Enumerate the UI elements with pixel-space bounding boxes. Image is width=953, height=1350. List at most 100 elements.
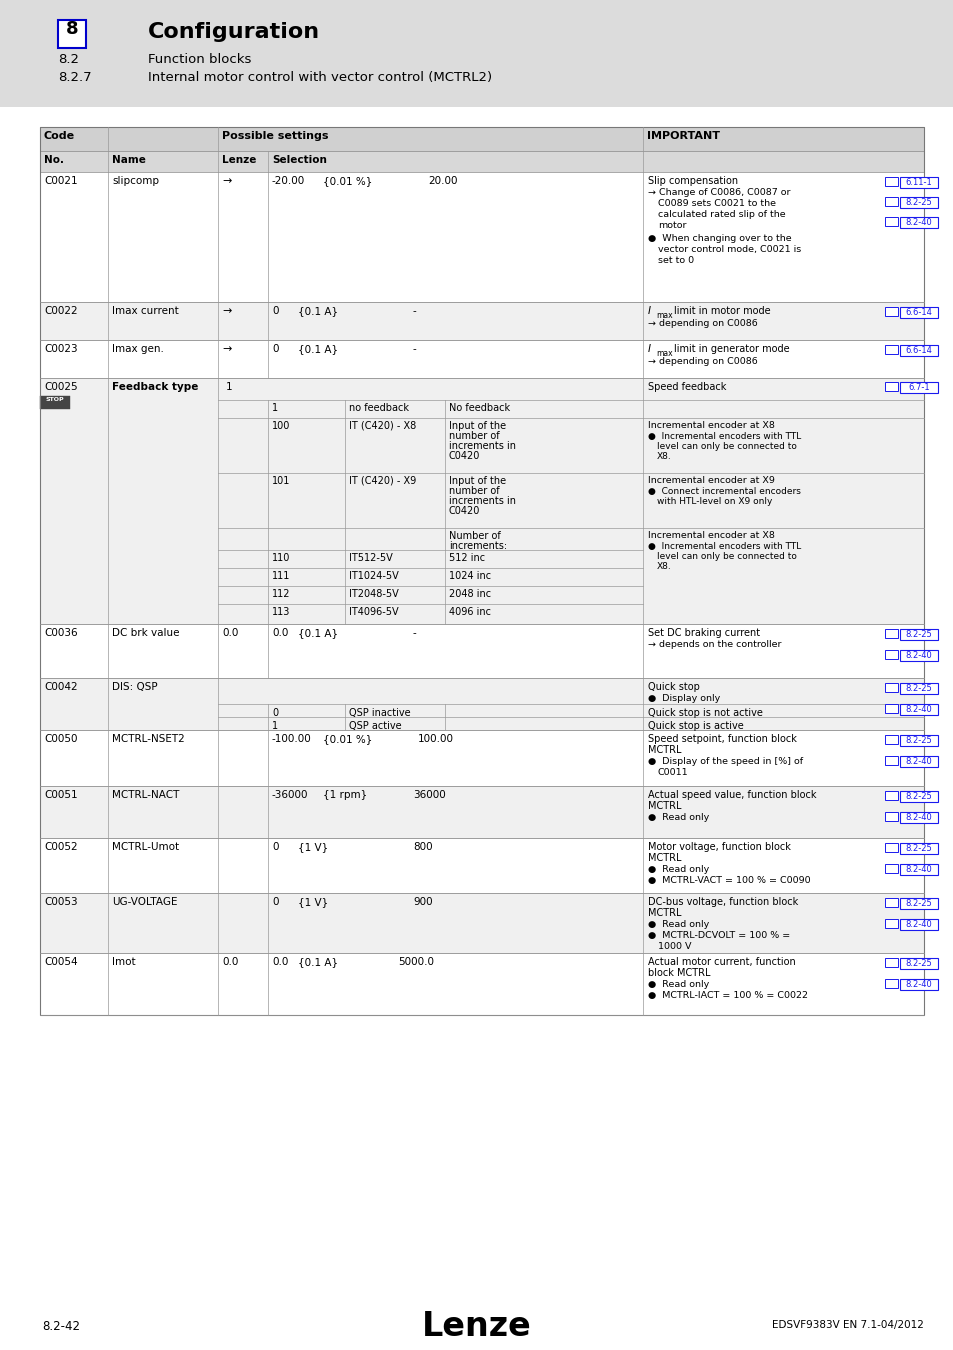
Text: No.: No. bbox=[44, 155, 64, 165]
Text: ●  MCTRL-VACT = 100 % = C0090: ● MCTRL-VACT = 100 % = C0090 bbox=[647, 876, 810, 886]
Text: MCTRL: MCTRL bbox=[647, 801, 680, 811]
Bar bbox=[899, 217, 937, 228]
Bar bbox=[899, 898, 937, 909]
Text: Speed setpoint, function block: Speed setpoint, function block bbox=[647, 734, 796, 744]
Text: 110: 110 bbox=[272, 554, 290, 563]
Bar bbox=[884, 306, 897, 316]
Text: → depending on C0086: → depending on C0086 bbox=[647, 356, 757, 366]
Text: max: max bbox=[656, 310, 672, 320]
Text: 0: 0 bbox=[272, 306, 278, 316]
Bar bbox=[899, 703, 937, 716]
Text: level can only be connected to: level can only be connected to bbox=[657, 552, 796, 562]
Bar bbox=[884, 217, 897, 225]
Text: Configuration: Configuration bbox=[148, 22, 320, 42]
Text: Code: Code bbox=[44, 131, 75, 140]
Bar bbox=[884, 734, 897, 744]
Bar bbox=[884, 346, 897, 354]
Text: 8.2: 8.2 bbox=[58, 53, 79, 66]
Bar bbox=[40, 786, 923, 838]
Bar bbox=[884, 898, 897, 907]
Bar bbox=[899, 649, 937, 662]
Text: 8.2-25: 8.2-25 bbox=[904, 630, 931, 639]
Text: C0021: C0021 bbox=[44, 176, 77, 186]
Text: -20.00: -20.00 bbox=[272, 176, 305, 186]
Text: motor: motor bbox=[658, 221, 686, 230]
Text: calculated rated slip of the: calculated rated slip of the bbox=[658, 211, 785, 219]
Text: MCTRL: MCTRL bbox=[647, 853, 680, 863]
Bar bbox=[899, 683, 937, 694]
Text: X8.: X8. bbox=[657, 562, 671, 571]
Text: Motor voltage, function block: Motor voltage, function block bbox=[647, 842, 790, 852]
Text: 4096 inc: 4096 inc bbox=[449, 608, 491, 617]
Text: ●  When changing over to the: ● When changing over to the bbox=[647, 234, 791, 243]
Text: -100.00: -100.00 bbox=[272, 734, 312, 744]
Text: 6.7-1: 6.7-1 bbox=[907, 383, 929, 392]
Text: 900: 900 bbox=[413, 896, 432, 907]
Text: increments:: increments: bbox=[449, 541, 507, 551]
Bar bbox=[884, 919, 897, 927]
Text: QSP inactive: QSP inactive bbox=[349, 707, 410, 718]
Text: 1: 1 bbox=[226, 382, 233, 391]
Bar bbox=[884, 649, 897, 659]
Bar bbox=[40, 396, 70, 409]
Text: block MCTRL: block MCTRL bbox=[647, 968, 710, 977]
Text: MCTRL-Umot: MCTRL-Umot bbox=[112, 842, 179, 852]
Text: C0053: C0053 bbox=[44, 896, 77, 907]
Text: 8.2-40: 8.2-40 bbox=[904, 865, 931, 873]
Bar bbox=[884, 703, 897, 713]
Text: 100: 100 bbox=[272, 421, 290, 431]
Text: Incremental encoder at X8: Incremental encoder at X8 bbox=[647, 531, 774, 540]
Text: Incremental encoder at X8: Incremental encoder at X8 bbox=[647, 421, 774, 431]
Text: C0022: C0022 bbox=[44, 306, 77, 316]
Text: 8.2-25: 8.2-25 bbox=[904, 958, 931, 968]
Text: Incremental encoder at X9: Incremental encoder at X9 bbox=[647, 477, 774, 485]
Bar bbox=[884, 811, 897, 821]
Text: →: → bbox=[222, 306, 232, 316]
Text: C0050: C0050 bbox=[44, 734, 77, 744]
Text: vector control mode, C0021 is: vector control mode, C0021 is bbox=[658, 244, 801, 254]
Text: Function blocks: Function blocks bbox=[148, 53, 251, 66]
Bar bbox=[884, 382, 897, 391]
Bar bbox=[40, 171, 923, 302]
Bar bbox=[40, 953, 923, 1015]
Text: 0.0: 0.0 bbox=[222, 957, 238, 967]
Text: ●  Display only: ● Display only bbox=[647, 694, 720, 703]
Text: ●  Read only: ● Read only bbox=[647, 865, 708, 873]
Text: I: I bbox=[647, 344, 650, 354]
Text: 6.11-1: 6.11-1 bbox=[904, 178, 931, 188]
Text: Speed feedback: Speed feedback bbox=[647, 382, 725, 391]
Text: Imax current: Imax current bbox=[112, 306, 178, 316]
Bar bbox=[884, 791, 897, 801]
Text: 6.6-14: 6.6-14 bbox=[904, 308, 931, 317]
Bar bbox=[884, 864, 897, 873]
Bar bbox=[40, 127, 923, 1015]
Text: 8.2-40: 8.2-40 bbox=[904, 980, 931, 990]
Text: C0023: C0023 bbox=[44, 344, 77, 354]
Bar bbox=[40, 838, 923, 892]
Bar bbox=[899, 756, 937, 767]
Text: C0420: C0420 bbox=[449, 506, 480, 516]
Text: 0: 0 bbox=[272, 842, 278, 852]
Text: 1000 V: 1000 V bbox=[658, 942, 691, 950]
Text: Lenze: Lenze bbox=[222, 155, 256, 165]
Bar bbox=[40, 730, 923, 786]
Text: 0.0: 0.0 bbox=[222, 628, 238, 639]
Text: 800: 800 bbox=[413, 842, 432, 852]
Text: Imax gen.: Imax gen. bbox=[112, 344, 164, 354]
Bar bbox=[899, 811, 937, 824]
Text: 113: 113 bbox=[272, 608, 290, 617]
Bar bbox=[40, 892, 923, 953]
Text: 2048 inc: 2048 inc bbox=[449, 589, 491, 599]
Text: I: I bbox=[647, 306, 650, 316]
Text: {1 V}: {1 V} bbox=[297, 842, 328, 852]
Bar bbox=[899, 382, 937, 393]
Text: C0042: C0042 bbox=[44, 682, 77, 693]
Text: set to 0: set to 0 bbox=[658, 256, 694, 265]
Text: 101: 101 bbox=[272, 477, 290, 486]
Bar bbox=[40, 151, 923, 171]
Bar bbox=[884, 197, 897, 207]
Text: 0: 0 bbox=[272, 707, 278, 718]
Text: → depends on the controller: → depends on the controller bbox=[647, 640, 781, 649]
Text: 8.2-25: 8.2-25 bbox=[904, 684, 931, 693]
Text: Quick stop: Quick stop bbox=[647, 682, 700, 693]
